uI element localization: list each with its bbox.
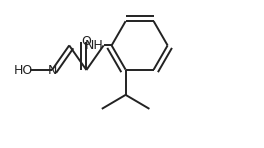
Text: NH: NH [85,39,104,52]
Text: N: N [47,63,57,77]
Text: O: O [82,34,91,48]
Text: HO: HO [13,63,33,77]
